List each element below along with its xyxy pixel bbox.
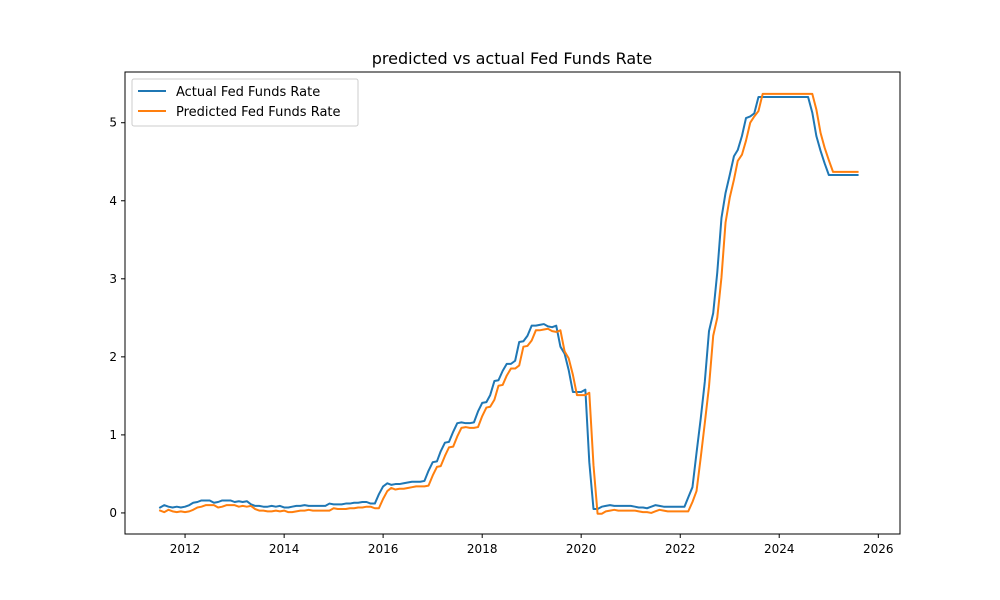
x-tick-label: 2026 bbox=[863, 542, 894, 556]
x-tick-label: 2022 bbox=[665, 542, 696, 556]
x-tick-label: 2018 bbox=[467, 542, 498, 556]
y-tick-label: 1 bbox=[109, 428, 117, 442]
x-tick-label: 2014 bbox=[269, 542, 300, 556]
y-tick-label: 4 bbox=[109, 194, 117, 208]
y-tick-label: 0 bbox=[109, 506, 117, 520]
series-line-actual bbox=[158, 95, 859, 511]
series-line-predicted bbox=[158, 92, 859, 515]
legend-box bbox=[131, 78, 359, 127]
y-tick-label: 2 bbox=[109, 350, 117, 364]
x-axis: 2012 2014 2016 2018 2020 2022 2024 2026 bbox=[170, 534, 894, 556]
y-tick-label: 3 bbox=[109, 272, 117, 286]
legend-label-actual: Actual Fed Funds Rate bbox=[176, 85, 320, 100]
x-tick-label: 2012 bbox=[170, 542, 201, 556]
y-tick-label: 5 bbox=[109, 116, 117, 130]
series-layer bbox=[158, 92, 859, 515]
x-tick-label: 2016 bbox=[368, 542, 399, 556]
x-tick-label: 2020 bbox=[566, 542, 597, 556]
plot-area bbox=[124, 71, 901, 535]
y-axis: 0 1 2 3 4 5 bbox=[109, 116, 125, 520]
x-tick-label: 2024 bbox=[764, 542, 795, 556]
legend: Actual Fed Funds Rate Predicted Fed Fund… bbox=[131, 78, 359, 127]
plot-frame bbox=[124, 71, 901, 535]
chart-title: predicted vs actual Fed Funds Rate bbox=[372, 49, 653, 68]
legend-label-predicted: Predicted Fed Funds Rate bbox=[176, 105, 341, 120]
